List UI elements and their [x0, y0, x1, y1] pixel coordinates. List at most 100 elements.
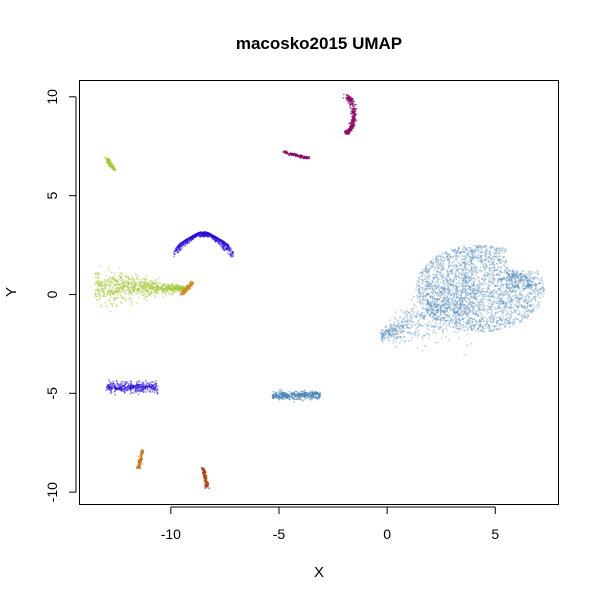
data-point	[524, 315, 527, 318]
data-point	[508, 289, 511, 292]
data-point	[454, 299, 457, 302]
data-point	[149, 381, 152, 384]
data-point	[494, 312, 497, 314]
data-point	[425, 280, 428, 283]
data-point	[473, 327, 476, 330]
data-point	[427, 269, 430, 272]
data-point	[448, 288, 450, 290]
data-point	[511, 289, 514, 292]
data-point	[477, 253, 480, 256]
data-point	[446, 303, 448, 306]
data-point	[491, 291, 493, 294]
data-point	[538, 288, 541, 291]
data-point	[535, 295, 537, 298]
data-point	[466, 249, 469, 251]
data-point	[541, 290, 544, 293]
data-point	[530, 309, 533, 312]
data-point	[437, 255, 440, 258]
data-point	[318, 395, 320, 398]
data-point	[455, 270, 457, 273]
data-point	[488, 308, 491, 311]
data-point	[395, 329, 397, 332]
data-point	[479, 309, 482, 311]
data-point	[418, 292, 421, 295]
data-point	[454, 313, 456, 316]
data-point	[422, 337, 425, 340]
data-point	[476, 328, 479, 330]
data-point	[520, 297, 523, 300]
data-point	[446, 252, 448, 255]
data-point	[123, 391, 126, 394]
data-point	[476, 304, 479, 307]
data-point	[515, 289, 518, 292]
data-point	[426, 284, 429, 287]
data-point	[427, 283, 430, 286]
data-point	[498, 285, 501, 288]
data-point	[542, 282, 544, 285]
data-point	[439, 311, 442, 313]
data-point	[503, 251, 505, 254]
data-point	[461, 317, 464, 320]
data-point	[145, 391, 148, 393]
data-point	[488, 257, 491, 259]
data-point	[433, 288, 435, 290]
data-point	[502, 247, 504, 250]
data-point	[533, 277, 536, 280]
data-point	[507, 275, 510, 277]
data-point	[492, 296, 494, 299]
data-point	[509, 286, 511, 289]
data-point	[481, 301, 484, 304]
data-point	[444, 303, 447, 306]
data-point	[467, 303, 470, 306]
data-point	[422, 273, 425, 276]
data-point	[499, 294, 502, 297]
data-point	[503, 261, 506, 264]
data-point	[491, 305, 493, 308]
data-point	[454, 315, 457, 317]
data-point	[209, 233, 212, 236]
data-point	[435, 257, 437, 259]
data-point	[461, 250, 463, 253]
data-point	[455, 265, 457, 268]
data-point	[469, 288, 471, 291]
data-point	[470, 266, 472, 269]
data-point	[457, 269, 459, 272]
data-point	[502, 314, 505, 317]
data-point	[447, 319, 450, 322]
data-point	[433, 298, 436, 300]
data-point	[441, 299, 444, 302]
data-point	[510, 272, 513, 275]
data-point	[458, 318, 461, 320]
data-point	[428, 278, 431, 280]
data-point	[474, 297, 477, 300]
data-point	[462, 245, 465, 248]
data-point	[493, 269, 496, 272]
data-point	[473, 318, 476, 321]
data-point	[514, 317, 517, 320]
data-point	[459, 267, 461, 270]
data-point	[433, 284, 436, 287]
data-point	[530, 292, 532, 295]
data-point	[155, 380, 157, 383]
data-point	[478, 246, 481, 249]
data-point	[388, 340, 391, 342]
data-point	[154, 387, 157, 389]
data-point	[436, 316, 438, 319]
data-point	[424, 270, 427, 273]
data-point	[484, 283, 487, 285]
data-point	[516, 318, 518, 320]
data-point	[508, 280, 510, 283]
data-point	[497, 267, 499, 269]
data-point	[447, 301, 450, 304]
data-point	[452, 311, 455, 314]
data-point	[506, 305, 509, 308]
data-point	[421, 278, 424, 281]
data-point	[466, 276, 469, 278]
data-point	[108, 380, 111, 383]
data-point	[523, 311, 525, 313]
data-point	[408, 319, 411, 322]
data-point	[522, 307, 525, 309]
data-point	[452, 308, 455, 311]
data-point	[442, 298, 445, 301]
data-point	[450, 248, 453, 251]
